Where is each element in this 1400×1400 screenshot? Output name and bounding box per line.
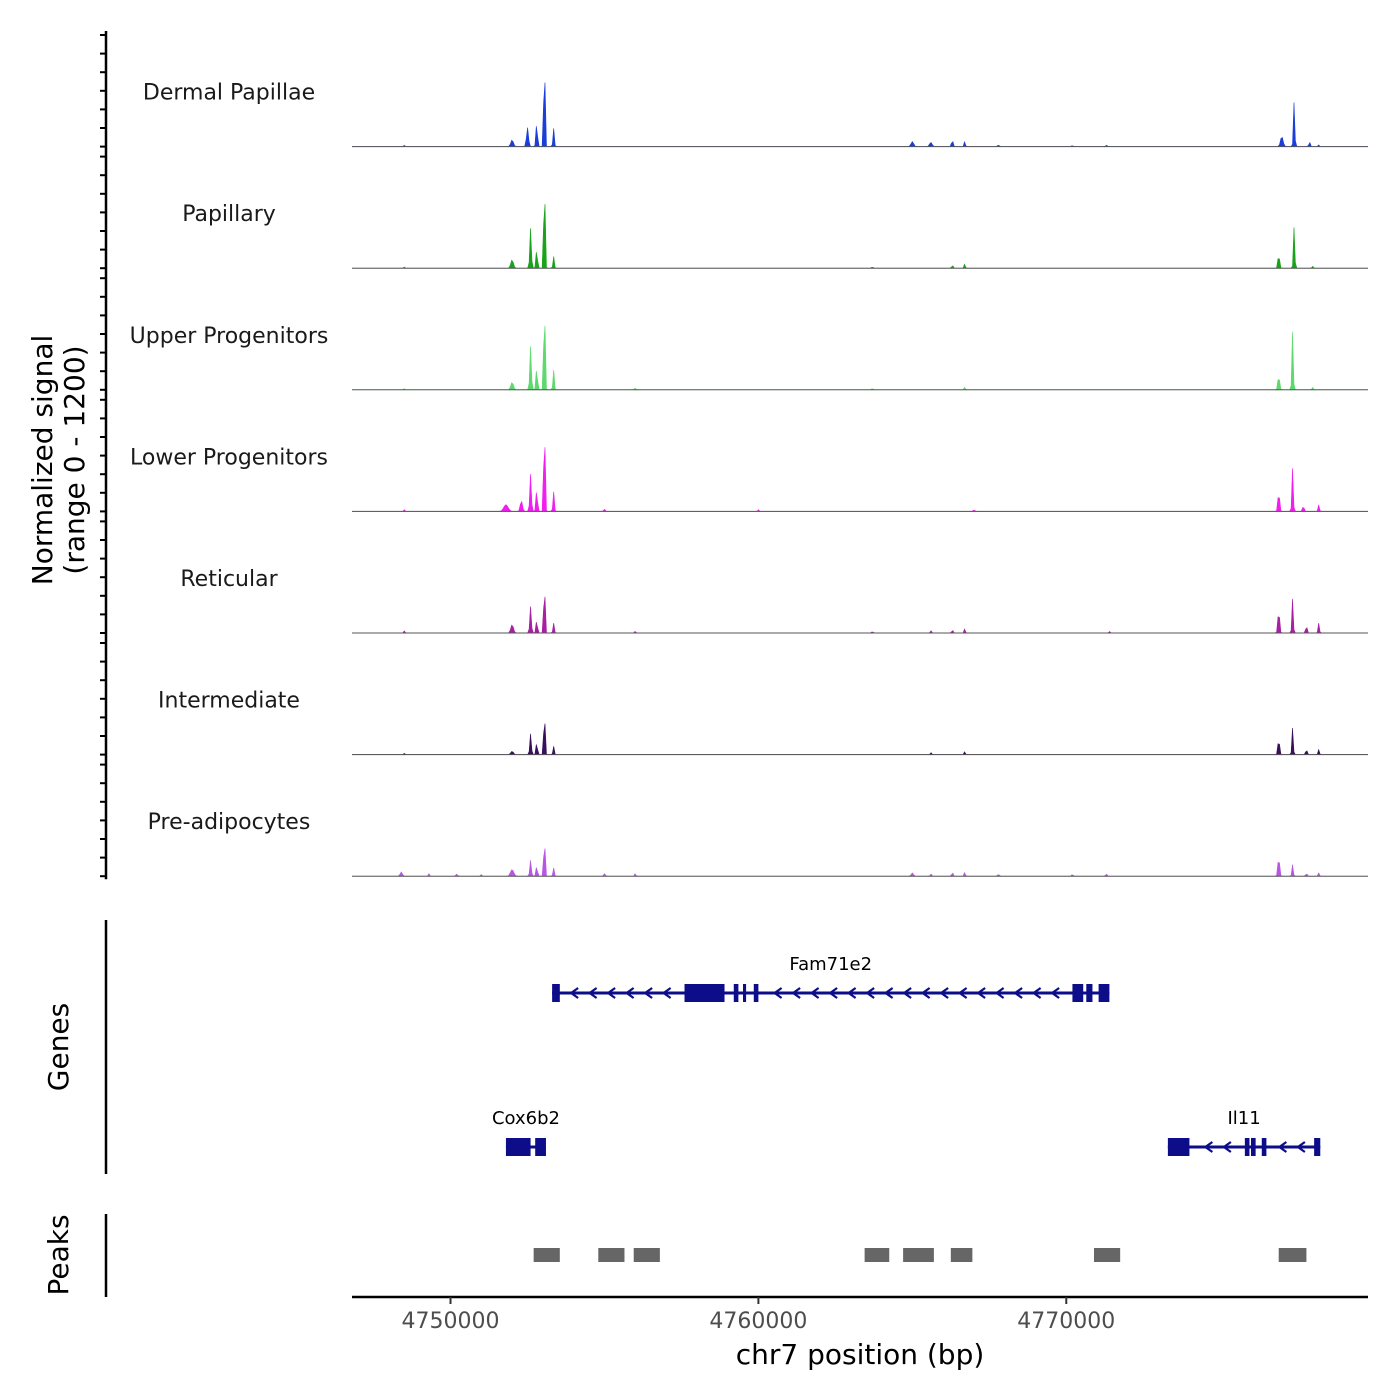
peaks-track: Peaks xyxy=(42,1214,1307,1297)
strand-chevron xyxy=(1031,987,1042,999)
strand-chevron xyxy=(1277,1141,1288,1153)
strand-chevron xyxy=(624,987,635,999)
strand-chevron xyxy=(1050,987,1060,999)
exon-block xyxy=(1098,984,1110,1002)
genes-track: Genes Fam71e2 Cox6b2 Il11 xyxy=(42,920,1321,1174)
track-label: Dermal Papillae xyxy=(143,81,315,106)
gene-il11: Il11 xyxy=(1167,1108,1321,1156)
strand-chevron xyxy=(865,987,875,999)
peak-region xyxy=(533,1248,560,1262)
strand-chevron xyxy=(661,987,672,999)
x-axis-title: chr7 position (bp) xyxy=(736,1338,985,1371)
x-tick-label: 4770000 xyxy=(1017,1309,1115,1334)
coverage-track-papillary: Papillary xyxy=(100,155,1368,270)
y-axis-title-line2: (range 0 - 1200) xyxy=(58,345,91,574)
strand-chevron xyxy=(957,987,968,999)
peak-region xyxy=(1278,1248,1307,1262)
gene-label: Fam71e2 xyxy=(789,954,872,975)
track-label: Lower Progenitors xyxy=(130,445,328,470)
strand-chevron xyxy=(791,987,801,999)
x-tick-label: 4760000 xyxy=(709,1309,807,1334)
coverage-track-reticular: Reticular xyxy=(100,520,1368,634)
strand-chevron xyxy=(994,987,1005,999)
coverage-track-intermediate: Intermediate xyxy=(100,642,1368,756)
strand-chevron xyxy=(1295,1141,1306,1153)
strand-chevron xyxy=(976,987,986,999)
peak-region xyxy=(950,1248,973,1262)
exon-block xyxy=(552,984,560,1002)
peak-region xyxy=(598,1248,625,1262)
signal-area xyxy=(352,447,1368,512)
exon-block xyxy=(1251,1138,1256,1156)
exon-block xyxy=(1244,1138,1250,1156)
peak-region xyxy=(864,1248,890,1262)
strand-chevron xyxy=(828,987,838,999)
strand-chevron xyxy=(809,987,820,999)
strand-chevron xyxy=(569,987,579,999)
signal-area xyxy=(352,204,1368,269)
x-axis: chr7 position (bp) 4750000 4760000 4770000 xyxy=(352,1295,1368,1371)
strand-chevron xyxy=(587,987,598,999)
peaks-track-label: Peaks xyxy=(42,1214,75,1295)
gene-label: Cox6b2 xyxy=(492,1108,560,1129)
exon-block xyxy=(743,984,747,1002)
strand-chevron xyxy=(772,987,783,999)
gene-fam71e2: Fam71e2 xyxy=(552,954,1110,1002)
coverage-track-lower-progenitors: Lower Progenitors xyxy=(100,398,1368,513)
y-axis-title: Normalized signal (range 0 - 1200) xyxy=(26,335,91,586)
track-label: Intermediate xyxy=(158,689,300,714)
exon-block xyxy=(535,1138,546,1156)
track-label: Upper Progenitors xyxy=(130,324,329,349)
signal-area xyxy=(352,82,1368,147)
exon-block xyxy=(1261,1138,1267,1156)
peak-region xyxy=(633,1248,660,1262)
exon-block xyxy=(753,984,759,1002)
strand-chevron xyxy=(1203,1141,1214,1153)
peak-region xyxy=(1093,1248,1121,1262)
track-label: Papillary xyxy=(182,202,276,227)
strand-chevron xyxy=(902,987,912,999)
signal-area xyxy=(352,723,1368,755)
strand-chevron xyxy=(939,987,949,999)
strand-chevron xyxy=(846,987,857,999)
signal-area xyxy=(352,848,1368,877)
track-label: Pre-adipocytes xyxy=(148,810,311,835)
strand-chevron xyxy=(920,987,931,999)
strand-chevron xyxy=(1013,987,1023,999)
exon-block xyxy=(1072,984,1084,1002)
exon-block xyxy=(1314,1138,1321,1156)
exon-block xyxy=(1086,984,1093,1002)
track-label: Reticular xyxy=(180,567,278,592)
y-axis-title-line1: Normalized signal xyxy=(26,335,59,586)
exon-block xyxy=(684,984,725,1002)
signal-area xyxy=(352,325,1368,391)
coverage-tracks: Dermal Papillae Papillary Upper Progenitor… xyxy=(100,31,1368,880)
genes-track-label: Genes xyxy=(42,1003,75,1091)
exon-block xyxy=(733,984,739,1002)
coverage-track-dermal-papillae: Dermal Papillae xyxy=(100,34,1368,148)
coverage-track-pre-adipocytes: Pre-adipocytes xyxy=(100,763,1368,878)
strand-chevron xyxy=(883,987,894,999)
strand-chevron xyxy=(1221,1141,1232,1153)
coverage-track-upper-progenitors: Upper Progenitors xyxy=(100,277,1368,391)
x-tick-label: 4750000 xyxy=(402,1309,500,1334)
exon-block xyxy=(505,1138,531,1156)
exon-block xyxy=(1167,1138,1190,1156)
gene-label: Il11 xyxy=(1227,1108,1260,1129)
strand-chevron xyxy=(643,987,653,999)
gene-cox6b2: Cox6b2 xyxy=(492,1108,560,1156)
peak-region xyxy=(903,1248,934,1262)
signal-area xyxy=(352,596,1368,634)
strand-chevron xyxy=(606,987,616,999)
